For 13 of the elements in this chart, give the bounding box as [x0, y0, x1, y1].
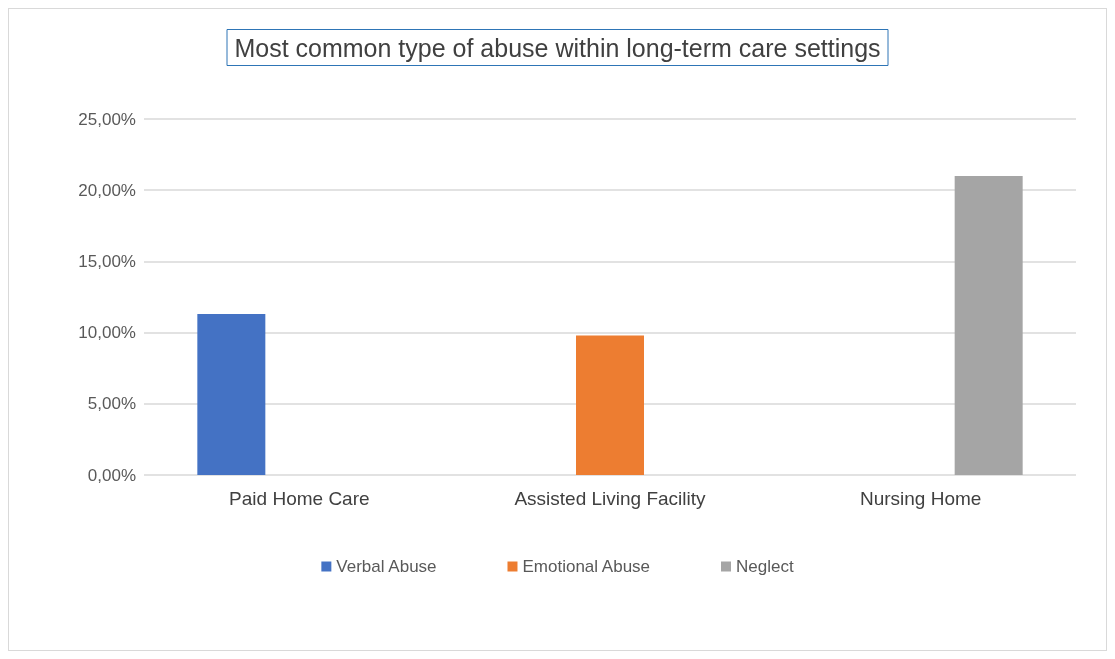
x-tick-label: Nursing Home: [859, 488, 982, 509]
x-tick-label: Assisted Living Facility: [514, 488, 707, 509]
y-tick-label: 10,00%: [78, 323, 136, 343]
y-tick-label: 0,00%: [87, 465, 136, 485]
legend-label: Neglect: [736, 557, 794, 576]
y-tick-label: 20,00%: [78, 180, 136, 200]
legend-label: Verbal Abuse: [336, 557, 437, 576]
chart-title: Most common type of abuse within long-term care settings: [234, 33, 881, 62]
y-tick-label: 15,00%: [78, 251, 136, 271]
y-tick-label: 25,00%: [78, 109, 136, 129]
legend-label: Emotional Abuse: [522, 557, 651, 576]
y-tick-label: 5,00%: [87, 394, 136, 414]
x-tick-label: Paid Home Care: [229, 488, 370, 509]
